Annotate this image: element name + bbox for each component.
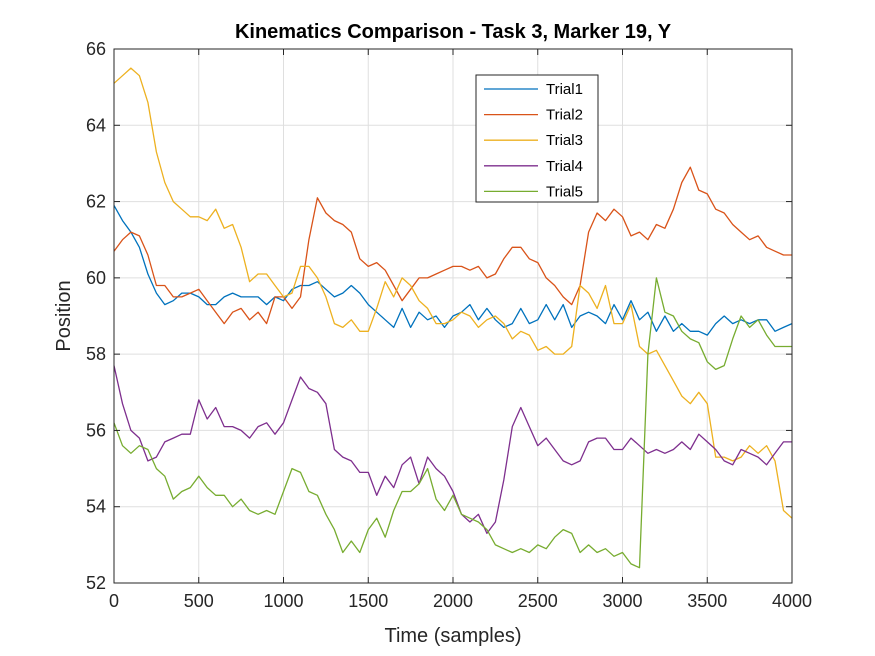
x-tick-label: 1000 (263, 591, 303, 611)
x-tick-label: 0 (109, 591, 119, 611)
series-line-trial4 (113, 365, 792, 535)
y-tick-label: 64 (86, 115, 106, 135)
series-line-trial3 (113, 67, 793, 519)
y-tick-label: 58 (86, 344, 106, 364)
y-tick-label: 52 (86, 573, 106, 593)
legend: Trial1 Trial2 Trial3 Trial4 Trial5 (475, 74, 599, 203)
series-line-trial2 (113, 166, 792, 325)
legend-label-trial4: Trial4 (546, 158, 583, 175)
legend-label-trial3: Trial3 (546, 132, 583, 149)
y-axis-title: Position (53, 280, 75, 351)
legend-label-trial1: Trial1 (546, 81, 583, 98)
x-axis-title: Time (samples) (384, 625, 521, 647)
x-tick-label: 3500 (687, 591, 727, 611)
y-tick-label: 56 (86, 420, 106, 440)
x-tick-label: 1500 (348, 591, 388, 611)
x-tick-label: 3000 (602, 591, 642, 611)
x-tick-label: 2000 (433, 591, 473, 611)
axis-ticks: 0 500 1000 1500 2000 2500 3000 3500 4000 52 54 56 58… (86, 39, 812, 611)
legend-label-trial2: Trial2 (546, 107, 583, 124)
legend-box (475, 74, 599, 203)
y-tick-label: 60 (86, 268, 106, 288)
series-line-trial5 (113, 277, 792, 569)
series-lines (113, 67, 793, 569)
legend-label-trial5: Trial5 (546, 183, 583, 200)
x-tick-label: 2500 (518, 591, 558, 611)
x-tick-label: 500 (184, 591, 214, 611)
x-tick-label: 4000 (772, 591, 812, 611)
chart-title: Kinematics Comparison - Task 3, Marker 1… (235, 21, 672, 43)
y-tick-label: 54 (86, 497, 106, 517)
y-tick-label: 62 (86, 192, 106, 212)
y-tick-label: 66 (86, 39, 106, 59)
